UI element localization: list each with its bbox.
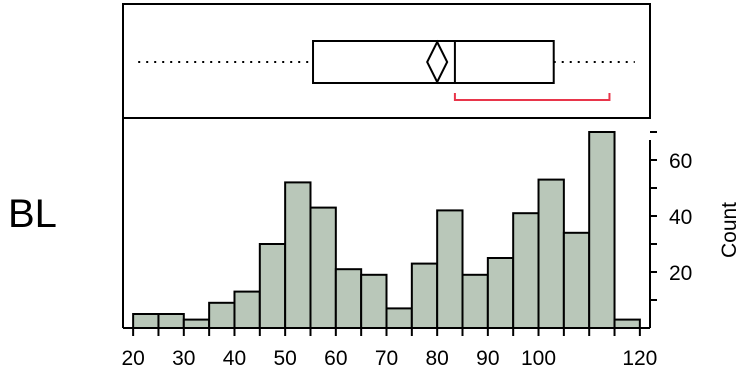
histogram-bar — [512, 212, 540, 329]
histogram-bar — [132, 313, 160, 329]
shortest-half-bracket — [453, 93, 611, 101]
mean-diamond — [426, 39, 449, 85]
histogram-bar — [588, 131, 616, 329]
x-tick-label: 60 — [324, 347, 347, 370]
variable-label: BL — [8, 192, 57, 236]
histogram-bar — [461, 273, 489, 329]
histogram-bar — [334, 268, 363, 330]
histogram-bar — [182, 318, 211, 330]
histogram — [132, 131, 641, 330]
histogram-bar — [613, 318, 641, 330]
histogram-bar — [284, 181, 312, 329]
histogram-bar — [309, 206, 337, 330]
histogram-bar — [410, 262, 439, 330]
y-tick-label: 40 — [669, 206, 692, 229]
x-tick-label: 80 — [425, 347, 448, 370]
histogram-bar — [385, 307, 413, 329]
x-tick-label: 40 — [223, 347, 246, 370]
x-tick-label: 120 — [622, 347, 657, 370]
y-axis-title: Count — [718, 202, 741, 258]
histogram-bar — [486, 257, 515, 329]
histogram-bar — [537, 178, 565, 329]
histogram-bar — [436, 209, 464, 329]
histogram-bar — [562, 231, 591, 329]
x-tick-label: 50 — [273, 347, 296, 370]
y-tick-label: 60 — [669, 150, 692, 173]
histogram-bar — [258, 243, 287, 329]
histogram-bar — [157, 313, 185, 329]
boxplot — [138, 39, 635, 101]
histogram-bar — [208, 301, 236, 329]
x-tick-label: 90 — [476, 347, 499, 370]
x-tick-label: 30 — [172, 347, 195, 370]
x-tick-label: 20 — [121, 347, 144, 370]
histogram-bar — [233, 290, 261, 330]
x-tick-label: 100 — [521, 347, 556, 370]
histogram-bar — [360, 273, 388, 329]
x-tick-label: 70 — [375, 347, 398, 370]
y-tick-label: 20 — [669, 262, 692, 285]
axes: 20 30 40 50 60 70 80 90 100 120 20 40 60 — [121, 117, 692, 370]
